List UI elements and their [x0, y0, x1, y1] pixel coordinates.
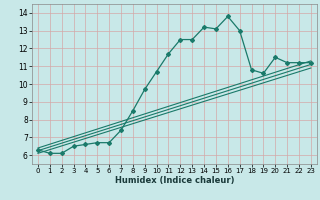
- X-axis label: Humidex (Indice chaleur): Humidex (Indice chaleur): [115, 176, 234, 185]
